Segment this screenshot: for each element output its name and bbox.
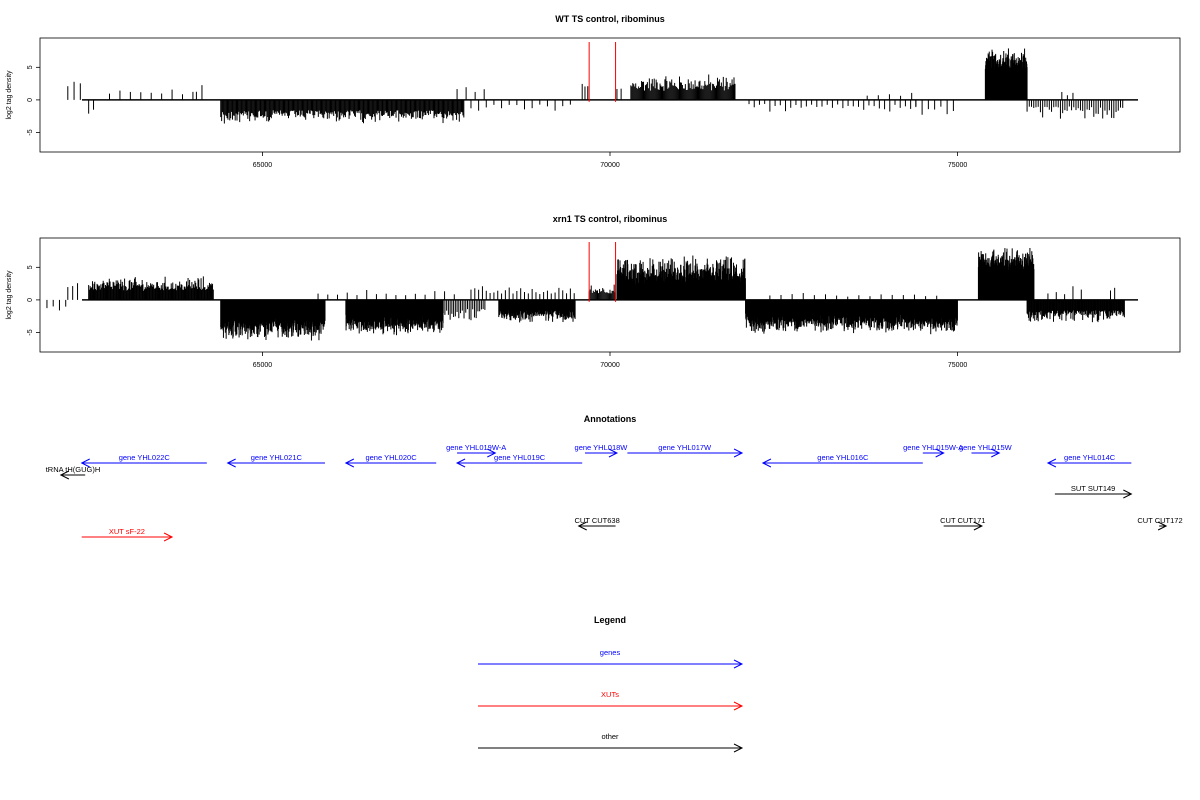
annotation-arrow-head bbox=[487, 448, 497, 458]
annotation-feature: gene YHL019C bbox=[455, 453, 583, 468]
annotation-label: gene YHL016C bbox=[817, 453, 869, 462]
x-tick-label: 70000 bbox=[600, 162, 620, 169]
annotation-feature: gene YHL021C bbox=[226, 453, 325, 468]
x-tick-label: 70000 bbox=[600, 362, 620, 369]
annotation-label: gene YHL021C bbox=[251, 453, 303, 462]
annotations-title: Annotations bbox=[584, 414, 637, 424]
legend-item: other bbox=[478, 732, 744, 753]
annotation-feature: CUT CUT171 bbox=[940, 516, 985, 531]
annotation-arrow-head bbox=[935, 448, 945, 458]
annotation-arrow-head bbox=[577, 521, 587, 531]
y-tick-label: 5 bbox=[27, 265, 34, 269]
x-tick-label: 75000 bbox=[948, 162, 968, 169]
annotation-arrow-head bbox=[761, 458, 772, 468]
wt-coverage-panel: WT TS control, ribominus log2 tag densit… bbox=[6, 14, 1181, 169]
annotation-label: gene YHL020C bbox=[365, 453, 417, 462]
annotation-feature: gene YHL015W bbox=[959, 443, 1013, 458]
y-tick-label: -5 bbox=[27, 329, 34, 335]
legend-label: genes bbox=[600, 648, 621, 657]
annotation-feature: gene YHL018W bbox=[575, 443, 629, 458]
annotation-feature: gene YHL016C bbox=[761, 453, 923, 468]
legend-arrow-head bbox=[733, 659, 744, 669]
annotation-feature: gene YHL015W-A bbox=[903, 443, 963, 458]
annotation-arrow-head bbox=[163, 532, 174, 542]
xrn1-panel-title: xrn1 TS control, ribominus bbox=[553, 214, 668, 224]
annotation-label: gene YHL019W-A bbox=[446, 443, 506, 452]
annotation-feature: gene YHL014C bbox=[1046, 453, 1132, 468]
annotation-label: gene YHL015W-A bbox=[903, 443, 963, 452]
annotation-arrow-head bbox=[1157, 521, 1168, 531]
annotation-label: CUT CUT638 bbox=[574, 516, 619, 525]
wt-bars bbox=[67, 42, 1138, 124]
legend-label: other bbox=[601, 732, 619, 741]
y-tick-label: -5 bbox=[27, 129, 34, 135]
xrn1-coverage-panel: xrn1 TS control, ribominus log2 tag dens… bbox=[6, 214, 1181, 369]
annotation-arrow-head bbox=[973, 521, 984, 531]
annotation-features: tRNA tH(GUG)H gene YHL022C gene YHL021C gen… bbox=[46, 443, 1183, 542]
annotation-label: gene YHL022C bbox=[119, 453, 171, 462]
xrn1-axes: -5 0 5 65000 70000 75000 bbox=[27, 265, 967, 369]
annotation-feature: gene YHL022C bbox=[80, 453, 207, 468]
annotation-feature: gene YHL020C bbox=[344, 453, 437, 468]
xrn1-bars bbox=[46, 242, 1138, 341]
annotation-arrow-head bbox=[733, 448, 744, 458]
legend: Legend genes XUTs other bbox=[478, 615, 744, 753]
annotation-arrow-head bbox=[344, 458, 355, 468]
wt-axes: -5 0 5 65000 70000 75000 bbox=[27, 65, 967, 169]
annotation-arrow-head bbox=[1046, 458, 1057, 468]
x-tick-label: 65000 bbox=[253, 162, 273, 169]
annotation-label: XUT sF-22 bbox=[109, 527, 145, 536]
annotations-track: Annotations tRNA tH(GUG)H gene YHL022C gen… bbox=[46, 414, 1183, 542]
annotation-label: CUT CUT171 bbox=[940, 516, 985, 525]
legend-items: genes XUTs other bbox=[478, 648, 744, 753]
legend-item: genes bbox=[478, 648, 744, 669]
x-tick-label: 65000 bbox=[253, 362, 273, 369]
y-tick-label: 5 bbox=[27, 65, 34, 69]
annotation-feature: CUT CUT172 bbox=[1137, 516, 1183, 531]
annotation-label: CUT CUT172 bbox=[1137, 516, 1182, 525]
wt-panel-title: WT TS control, ribominus bbox=[555, 14, 665, 24]
annotation-arrow-head bbox=[608, 448, 619, 458]
legend-label: XUTs bbox=[601, 690, 619, 699]
y-tick-label: 0 bbox=[27, 98, 34, 102]
annotation-label: gene YHL015W bbox=[959, 443, 1013, 452]
legend-arrow-head bbox=[733, 743, 744, 753]
annotation-arrow-head bbox=[226, 458, 236, 468]
annotation-label: gene YHL017W bbox=[658, 443, 712, 452]
annotation-feature: CUT CUT638 bbox=[574, 516, 620, 531]
legend-arrow-head bbox=[733, 701, 744, 711]
annotation-arrow-head bbox=[1123, 489, 1133, 499]
legend-title: Legend bbox=[594, 615, 626, 625]
annotation-arrow-head bbox=[991, 448, 1001, 458]
annotation-label: gene YHL019C bbox=[494, 453, 546, 462]
annotation-label: tRNA tH(GUG)H bbox=[46, 465, 101, 474]
annotation-label: gene YHL014C bbox=[1064, 453, 1116, 462]
x-tick-label: 75000 bbox=[948, 362, 968, 369]
annotation-feature: XUT sF-22 bbox=[81, 527, 174, 542]
legend-item: XUTs bbox=[478, 690, 744, 711]
annotation-arrow-head bbox=[80, 458, 90, 468]
annotation-arrow-head bbox=[59, 470, 70, 480]
annotation-feature: SUT SUT149 bbox=[1054, 484, 1133, 499]
annotation-arrow-head bbox=[455, 458, 466, 468]
annotation-label: gene YHL018W bbox=[575, 443, 629, 452]
annotation-feature: gene YHL017W bbox=[627, 443, 744, 458]
annotation-label: SUT SUT149 bbox=[1071, 484, 1115, 493]
wt-y-axis-label: log2 tag density bbox=[6, 70, 13, 120]
xrn1-y-axis-label: log2 tag density bbox=[6, 270, 13, 320]
annotation-feature: tRNA tH(GUG)H bbox=[46, 465, 101, 480]
y-tick-label: 0 bbox=[27, 298, 34, 302]
annotation-feature: gene YHL019W-A bbox=[446, 443, 506, 458]
